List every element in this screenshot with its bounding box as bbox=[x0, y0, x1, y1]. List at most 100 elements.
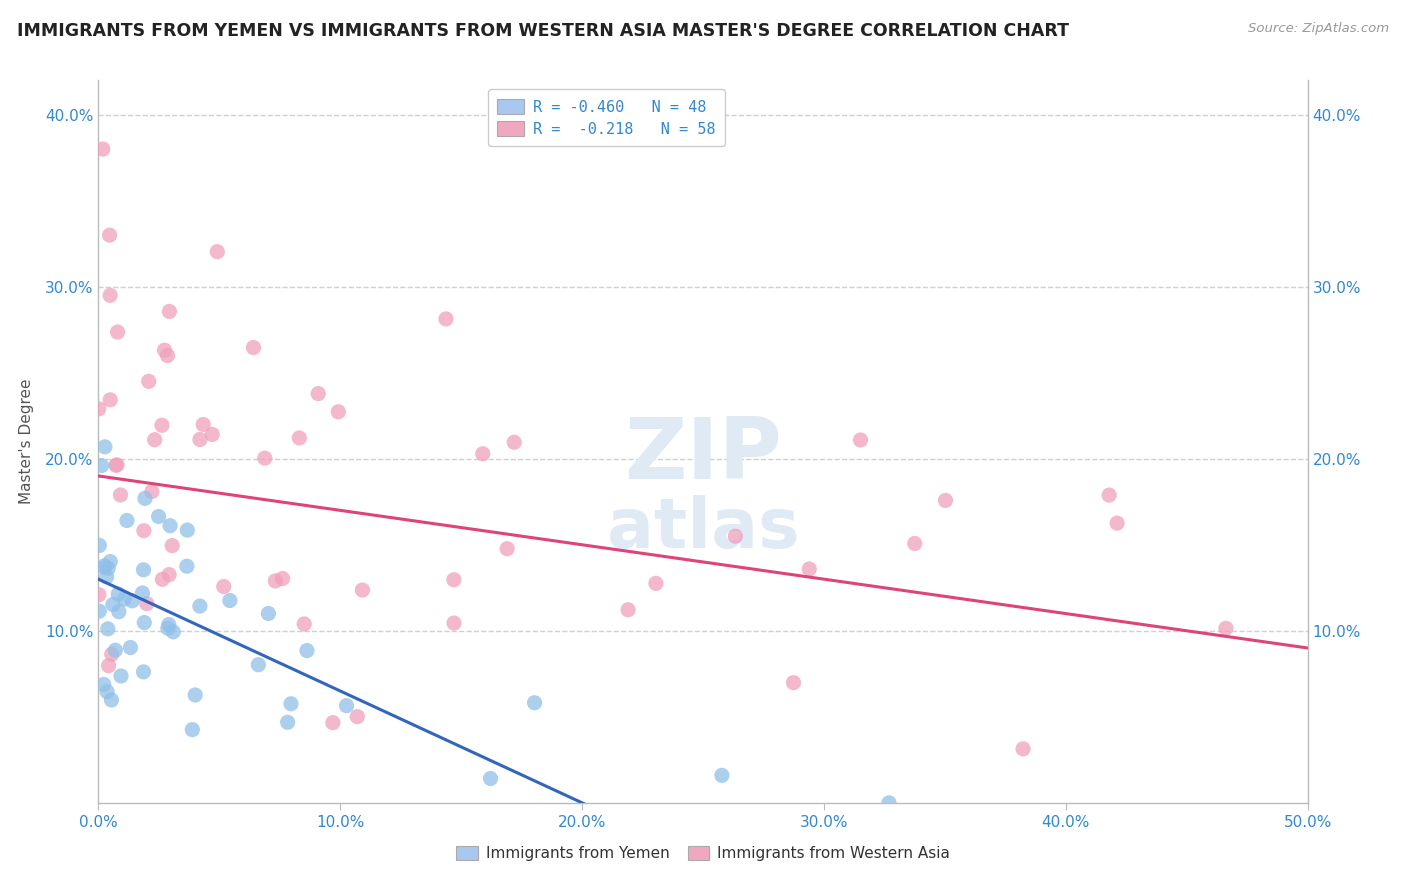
Point bbox=[153, 343, 176, 358]
Point bbox=[503, 435, 526, 450]
Point bbox=[107, 325, 129, 339]
Point bbox=[150, 572, 173, 586]
Point bbox=[335, 698, 357, 713]
Point bbox=[617, 603, 640, 617]
Point bbox=[150, 418, 173, 433]
Point bbox=[242, 341, 264, 355]
Point bbox=[89, 538, 111, 552]
Point bbox=[710, 768, 733, 782]
Point bbox=[1012, 742, 1035, 756]
Point bbox=[132, 563, 155, 577]
Point bbox=[157, 567, 180, 582]
Point bbox=[157, 617, 180, 632]
Point bbox=[89, 604, 111, 618]
Point bbox=[148, 509, 170, 524]
Point bbox=[97, 561, 120, 575]
Point bbox=[188, 433, 211, 447]
Point bbox=[307, 386, 329, 401]
Point bbox=[184, 688, 207, 702]
Point bbox=[96, 570, 118, 584]
Point bbox=[120, 640, 142, 655]
Point bbox=[143, 433, 166, 447]
Point bbox=[87, 401, 110, 416]
Point bbox=[934, 493, 956, 508]
Point bbox=[141, 484, 163, 499]
Point bbox=[176, 559, 198, 574]
Point bbox=[98, 555, 121, 569]
Point bbox=[98, 392, 121, 407]
Point bbox=[212, 580, 235, 594]
Point bbox=[1098, 488, 1121, 502]
Point bbox=[1215, 621, 1237, 635]
Point bbox=[443, 616, 465, 631]
Point bbox=[101, 598, 124, 612]
Point bbox=[98, 228, 121, 243]
Text: Source: ZipAtlas.com: Source: ZipAtlas.com bbox=[1249, 22, 1389, 36]
Point bbox=[90, 458, 112, 473]
Point bbox=[322, 715, 344, 730]
Point bbox=[108, 605, 131, 619]
Y-axis label: Master's Degree: Master's Degree bbox=[18, 379, 34, 504]
Point bbox=[193, 417, 215, 432]
Point bbox=[100, 647, 122, 661]
Point bbox=[176, 523, 198, 537]
Point bbox=[96, 685, 118, 699]
Point bbox=[188, 599, 211, 613]
Point bbox=[346, 709, 368, 723]
Point bbox=[138, 375, 160, 389]
Point bbox=[207, 244, 229, 259]
Point bbox=[904, 536, 927, 550]
Point bbox=[277, 715, 299, 730]
Point bbox=[280, 697, 302, 711]
Point bbox=[97, 622, 120, 636]
Point bbox=[295, 643, 318, 657]
Point bbox=[97, 658, 120, 673]
Point bbox=[1107, 516, 1129, 530]
Point bbox=[135, 597, 157, 611]
Text: atlas: atlas bbox=[607, 495, 799, 562]
Point bbox=[112, 592, 135, 607]
Point bbox=[162, 624, 184, 639]
Point bbox=[257, 607, 280, 621]
Point bbox=[849, 433, 872, 447]
Text: IMMIGRANTS FROM YEMEN VS IMMIGRANTS FROM WESTERN ASIA MASTER'S DEGREE CORRELATIO: IMMIGRANTS FROM YEMEN VS IMMIGRANTS FROM… bbox=[17, 22, 1069, 40]
Point bbox=[121, 594, 143, 608]
Point bbox=[94, 440, 117, 454]
Point bbox=[218, 593, 240, 607]
Point bbox=[247, 657, 270, 672]
Point bbox=[181, 723, 204, 737]
Point bbox=[271, 572, 294, 586]
Point bbox=[104, 643, 127, 657]
Point bbox=[134, 615, 156, 630]
Point bbox=[131, 586, 153, 600]
Point bbox=[253, 451, 276, 466]
Point bbox=[496, 541, 519, 556]
Point bbox=[93, 677, 115, 691]
Point bbox=[288, 431, 311, 445]
Point bbox=[724, 529, 747, 543]
Point bbox=[93, 558, 115, 573]
Point bbox=[156, 349, 179, 363]
Point bbox=[132, 524, 155, 538]
Text: ZIP: ZIP bbox=[624, 415, 782, 498]
Point bbox=[107, 587, 129, 601]
Point bbox=[159, 518, 181, 533]
Point bbox=[110, 669, 132, 683]
Point bbox=[110, 488, 132, 502]
Point bbox=[877, 796, 900, 810]
Point bbox=[98, 288, 121, 302]
Point bbox=[479, 772, 502, 786]
Point bbox=[328, 405, 350, 419]
Point bbox=[434, 312, 457, 326]
Point bbox=[782, 675, 804, 690]
Point bbox=[93, 560, 115, 574]
Point bbox=[645, 576, 668, 591]
Point bbox=[264, 574, 287, 588]
Point bbox=[352, 582, 374, 597]
Point bbox=[132, 665, 155, 679]
Point bbox=[292, 616, 315, 631]
Point bbox=[115, 514, 138, 528]
Point bbox=[100, 693, 122, 707]
Point bbox=[134, 491, 156, 506]
Point bbox=[87, 588, 110, 602]
